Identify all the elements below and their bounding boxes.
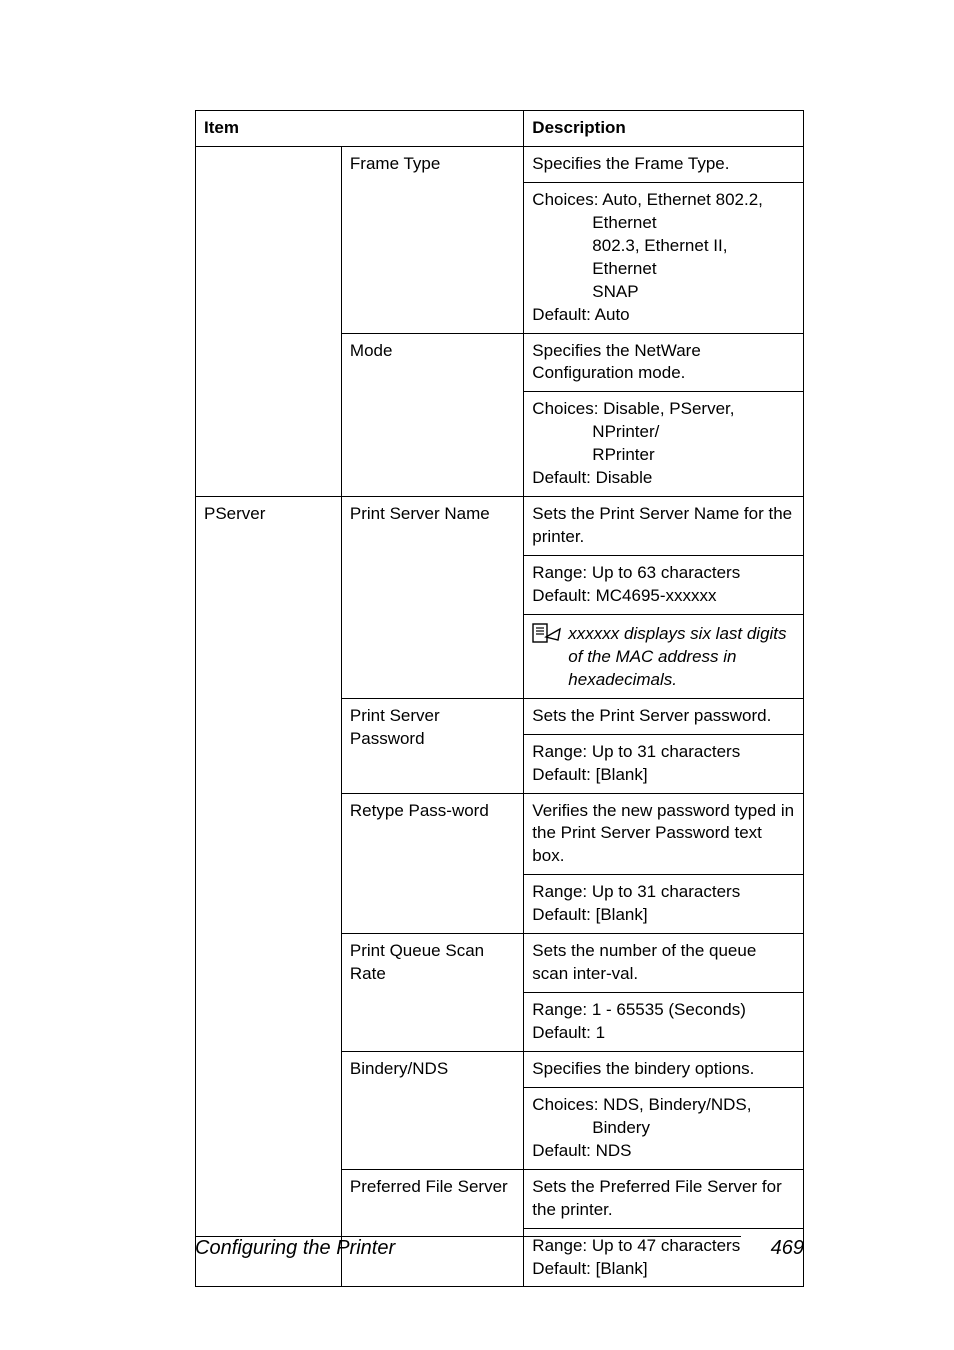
cell-mode-detail: Choices: Disable, PServer, NPrinter/ RPr… xyxy=(524,392,804,497)
cell-retype: Retype Pass-word xyxy=(341,793,523,934)
text: Range: Up to 31 characters xyxy=(532,881,795,904)
page: Item Description Frame Type Specifies th… xyxy=(0,0,954,1350)
cell-frametype-detail: Choices: Auto, Ethernet 802.2, Ethernet … xyxy=(524,182,804,333)
cell-retype-desc: Verifies the new password typed in the P… xyxy=(524,793,804,875)
cell-pserver: PServer xyxy=(196,497,342,1287)
text: Default: Disable xyxy=(532,467,795,490)
spec-table: Item Description Frame Type Specifies th… xyxy=(195,110,804,1287)
cell-pqsr: Print Queue Scan Rate xyxy=(341,934,523,1052)
cell-retype-detail: Range: Up to 31 characters Default: [Bla… xyxy=(524,875,804,934)
text: SNAP xyxy=(532,281,795,304)
cell-psname-note: xxxxxx displays six last digits of the M… xyxy=(524,614,804,698)
text: Choices: Disable, PServer, NPrinter/ xyxy=(532,398,795,444)
cell-pqsr-detail: Range: 1 - 65535 (Seconds) Default: 1 xyxy=(524,993,804,1052)
text: Default: MC4695-xxxxxx xyxy=(532,585,795,608)
cell-pfs: Preferred File Server xyxy=(341,1169,523,1287)
cell-pspw-desc: Sets the Print Server password. xyxy=(524,698,804,734)
text: Default: [Blank] xyxy=(532,1258,795,1281)
page-number: 469 xyxy=(771,1237,804,1260)
text: 802.3, Ethernet II, Ethernet xyxy=(532,235,795,281)
text: Range: 1 - 65535 (Seconds) xyxy=(532,999,795,1022)
text: Default: Auto xyxy=(532,304,795,327)
cell-bindery-detail: Choices: NDS, Bindery/NDS, Bindery Defau… xyxy=(524,1087,804,1169)
cell-psname-desc: Sets the Print Server Name for the print… xyxy=(524,497,804,556)
header-item: Item xyxy=(196,111,524,147)
cell-psname: Print Server Name xyxy=(341,497,523,699)
text: Range: Up to 63 characters xyxy=(532,562,795,585)
text: Default: [Blank] xyxy=(532,904,795,927)
table-header-row: Item Description xyxy=(196,111,804,147)
cell-pfs-desc: Sets the Preferred File Server for the p… xyxy=(524,1169,804,1228)
text: Choices: Auto, Ethernet 802.2, Ethernet xyxy=(532,189,795,235)
header-description: Description xyxy=(524,111,804,147)
page-footer: Configuring the Printer 469 xyxy=(195,1236,804,1260)
note-text: xxxxxx displays six last digits of the M… xyxy=(568,623,795,692)
cell-psname-detail: Range: Up to 63 characters Default: MC46… xyxy=(524,556,804,615)
table-row: PServer Print Server Name Sets the Print… xyxy=(196,497,804,556)
text: Range: Up to 31 characters xyxy=(532,741,795,764)
footer-title: Configuring the Printer xyxy=(195,1237,741,1260)
note-icon xyxy=(532,623,562,650)
text: Default: 1 xyxy=(532,1022,795,1045)
cell-mode-desc: Specifies the NetWare Configuration mode… xyxy=(524,333,804,392)
cell-pspw: Print Server Password xyxy=(341,698,523,793)
cell-bindery: Bindery/NDS xyxy=(341,1051,523,1169)
text: Default: [Blank] xyxy=(532,764,795,787)
cell-pspw-detail: Range: Up to 31 characters Default: [Bla… xyxy=(524,734,804,793)
table-row: Frame Type Specifies the Frame Type. xyxy=(196,146,804,182)
text: Choices: NDS, Bindery/NDS, Bindery xyxy=(532,1094,795,1140)
cell-empty xyxy=(196,146,342,496)
cell-pqsr-desc: Sets the number of the queue scan inter-… xyxy=(524,934,804,993)
cell-mode: Mode xyxy=(341,333,523,497)
cell-frametype: Frame Type xyxy=(341,146,523,333)
text: Default: NDS xyxy=(532,1140,795,1163)
cell-bindery-desc: Specifies the bindery options. xyxy=(524,1051,804,1087)
text: RPrinter xyxy=(532,444,795,467)
cell-frametype-desc: Specifies the Frame Type. xyxy=(524,146,804,182)
